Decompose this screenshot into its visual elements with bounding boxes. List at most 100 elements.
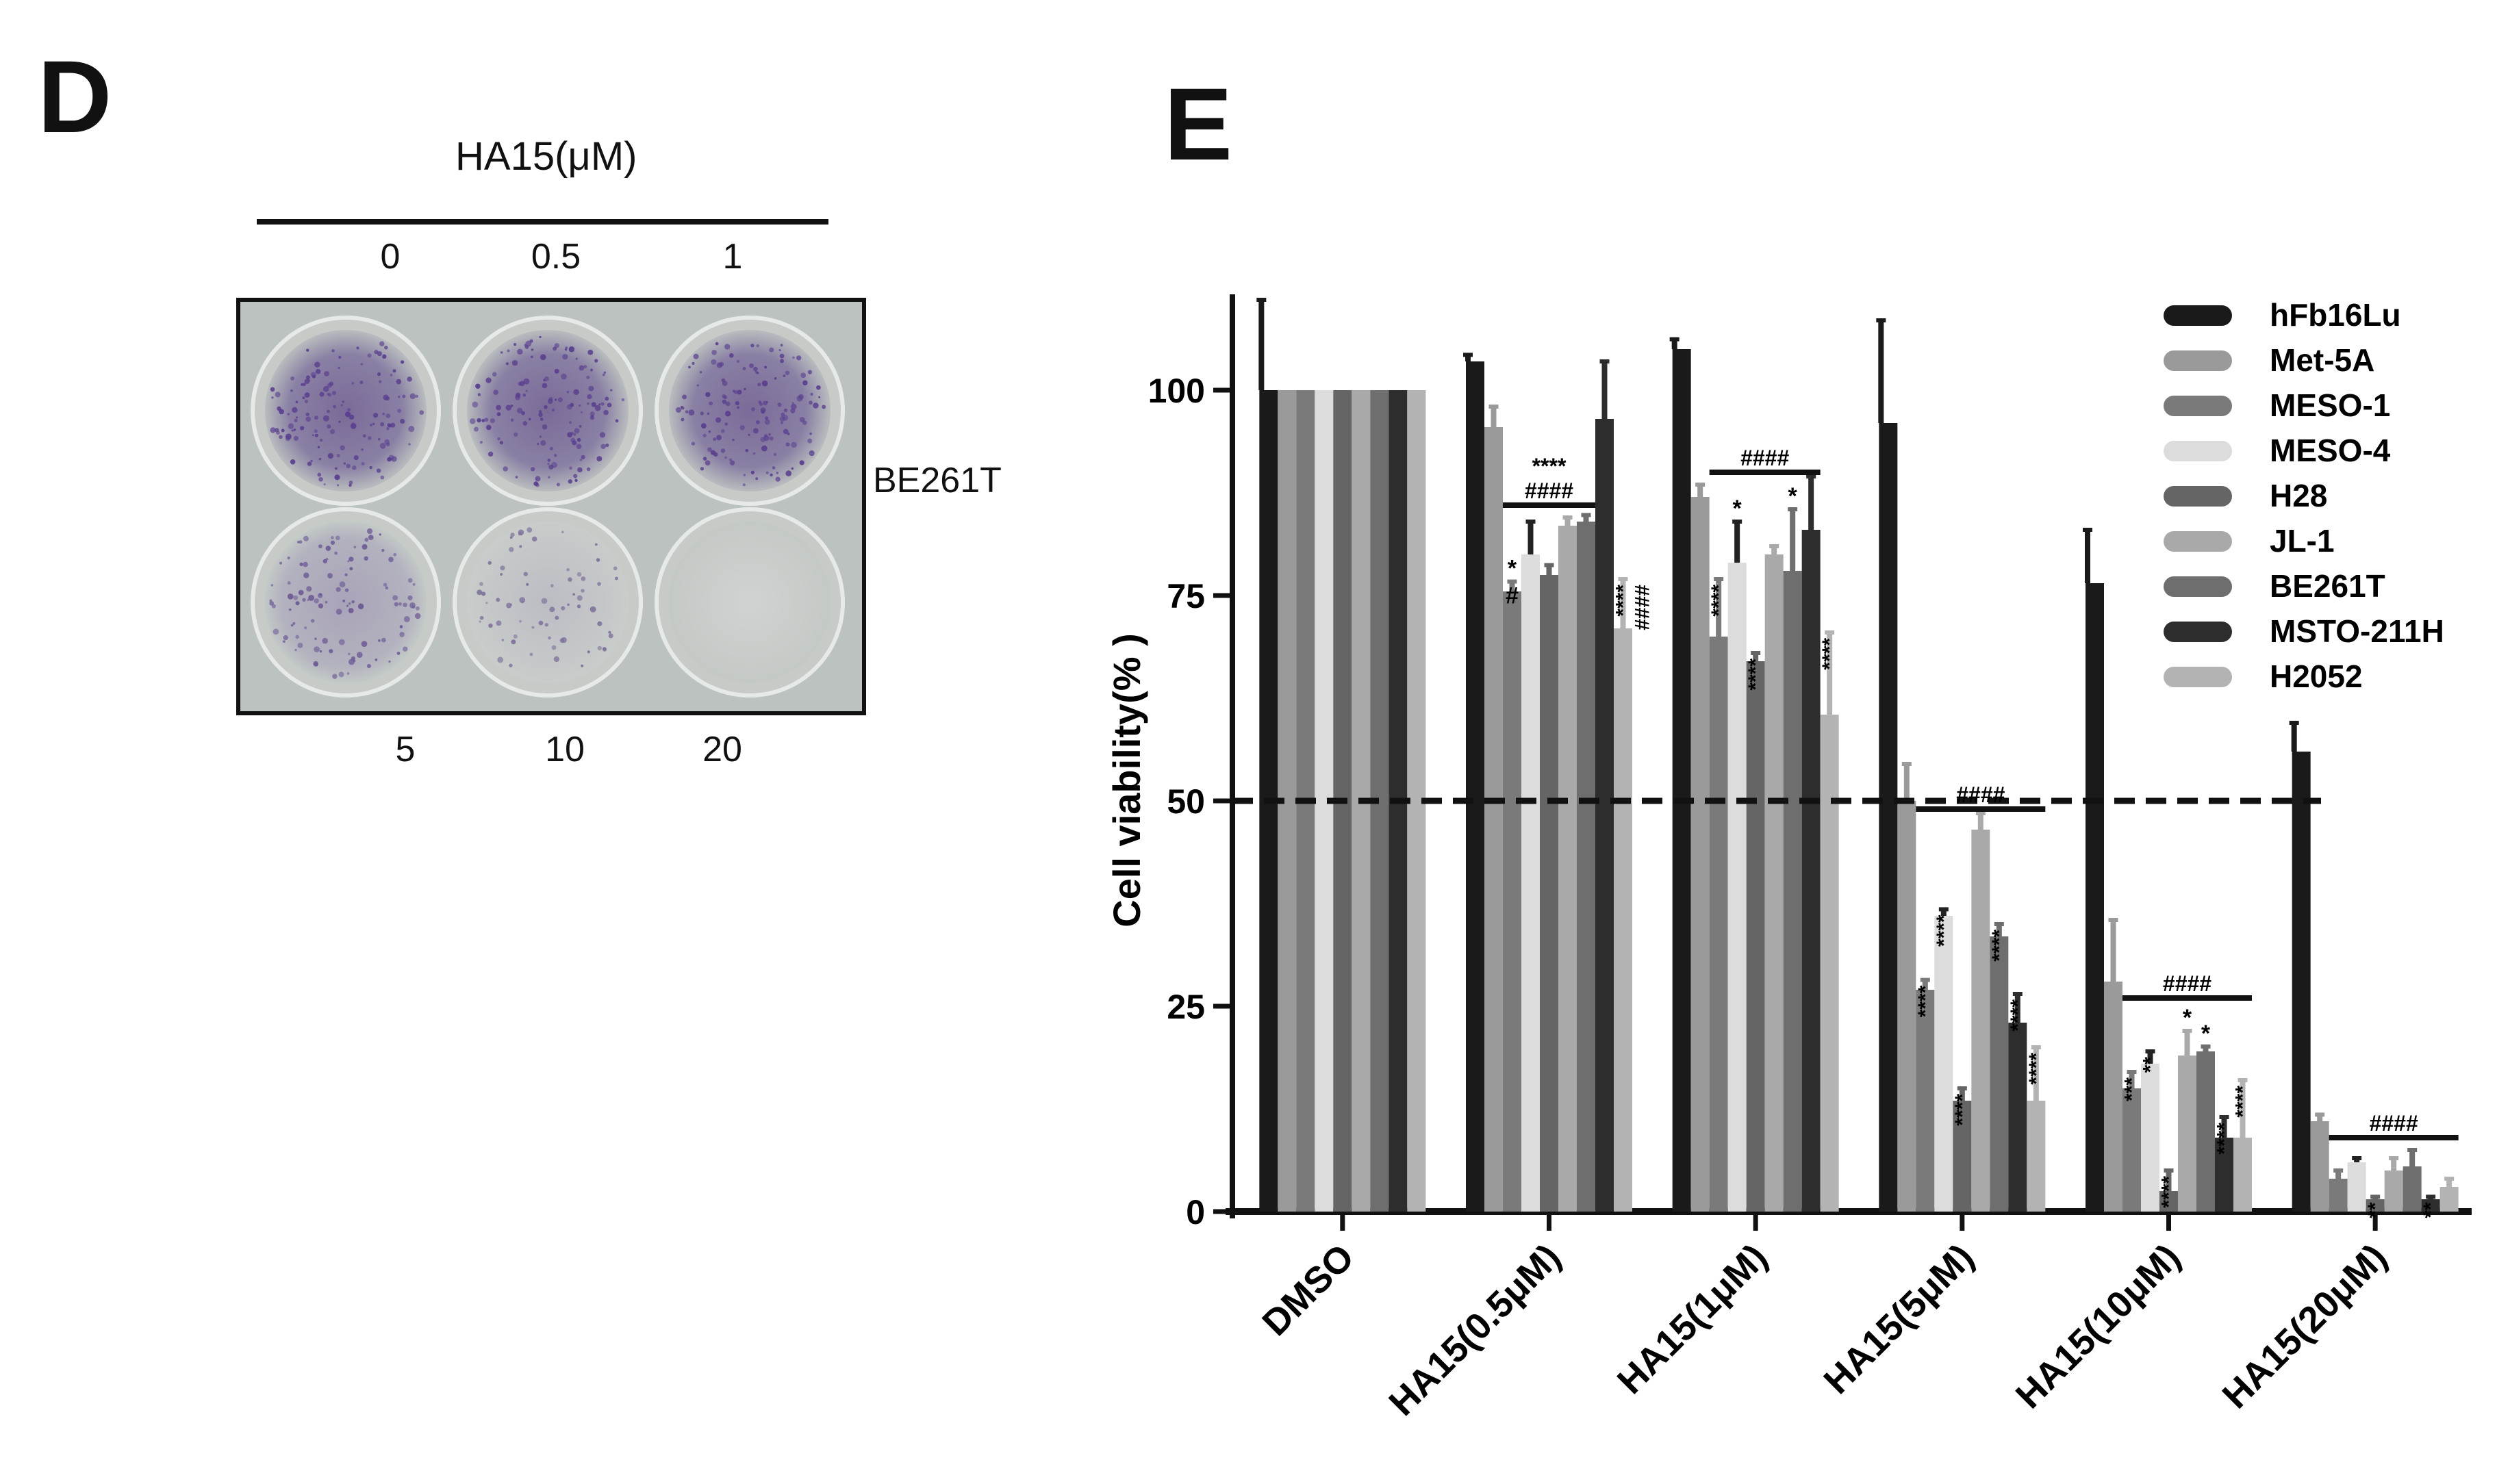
colony-dot [518,529,524,535]
colony-dot [531,536,537,542]
colony-dot [761,445,768,452]
colony-dot [387,457,392,462]
colony-dot [479,615,484,620]
colony-dot [587,650,590,654]
colony-dot [307,379,311,382]
significance-mark: * [1788,483,1798,509]
colony-dot [347,560,350,563]
bar [1746,661,1765,1212]
colony-dot [576,572,582,577]
legend-swatch [2164,350,2232,371]
colony-dot [761,380,768,387]
bar [2233,1138,2252,1212]
colony-dot [375,658,378,661]
bar [1709,637,1728,1212]
colony-dot [783,428,789,435]
colony-dot [809,450,815,457]
legend-label: BE261T [2270,568,2385,604]
colony-dot [293,595,299,600]
colony-dot [281,428,285,433]
colony-dot [306,348,309,352]
colony-dot [528,418,531,421]
legend-label: MSTO-211H [2270,613,2444,649]
x-tick-label: HA15(10μM) [2008,1236,2188,1416]
colony-dot [360,363,364,366]
colony-dot [764,419,770,425]
colony-dot [294,418,298,422]
colony-dot [364,556,368,561]
colony-dot [539,410,542,413]
colony-dot [307,461,312,466]
colony-dot [335,587,341,592]
colony-dot [810,392,813,396]
legend-swatch [2164,622,2232,642]
bar [1820,715,1839,1212]
bracket-annotation: #### [1525,478,1573,503]
panel-letter-d: D [38,39,112,154]
colony-dot [519,381,525,387]
colony-dot [338,671,344,678]
colony-dot [818,396,821,398]
colony-dot [348,414,355,420]
colony-dot [764,366,768,369]
colony-dot [294,648,297,652]
colony-dot [581,576,586,581]
colony-dot [524,344,527,347]
bar [2141,1064,2159,1212]
colony-dot [298,589,304,596]
colony-dot [361,641,368,648]
colony-dot [335,609,342,615]
colony-dot [474,426,479,432]
colony-dot [743,474,746,476]
colony-dot [487,451,494,457]
colony-dot [376,468,381,473]
colony-dot [549,606,555,613]
colony-dot [351,465,357,470]
colony-dot [308,594,315,601]
colony-dot [752,428,759,434]
colony-dot [561,606,566,611]
colony-dot [409,393,416,400]
colony-dot [270,427,276,433]
colony-dot [758,400,762,404]
colony-dot [700,423,707,429]
colony-dot [586,375,590,379]
colony-dot [385,586,389,590]
dose-label-top-0: 0 [380,237,401,277]
colony-dot [400,360,405,364]
colony-dot [581,664,584,667]
significance-mark: **** [2007,999,2029,1032]
colony-dot [769,347,774,353]
colony-dot [368,535,374,540]
colony-dot [329,649,333,654]
colony-dot [711,359,717,365]
colony-dot [335,535,340,541]
colony-dot [271,396,274,399]
colony-dot [384,346,388,350]
colony-dot [603,409,609,415]
colony-dot [344,588,349,592]
colony-dot [613,566,618,571]
colony-dot [362,543,368,550]
cell-line-label: BE261T [873,461,1002,500]
colony-dot [707,412,710,415]
colony-dot [523,572,528,576]
colony-dot [327,393,329,396]
colony-dot [479,620,481,623]
colony-dot [481,419,485,422]
colony-dot [713,437,717,442]
bar [1727,563,1747,1212]
colony-dot [318,457,322,461]
colony-dot [751,407,755,411]
colony-dot [542,424,548,430]
bar [2027,1101,2046,1212]
colony-dot [783,374,786,377]
colony-dot [519,619,522,623]
colony-dot [773,452,777,456]
colony-dot [380,422,385,426]
colony-dot [331,536,334,539]
colony-dot [785,442,790,447]
colony-dot [322,386,329,392]
colony-dot [330,540,335,545]
colony-dot [739,425,745,431]
